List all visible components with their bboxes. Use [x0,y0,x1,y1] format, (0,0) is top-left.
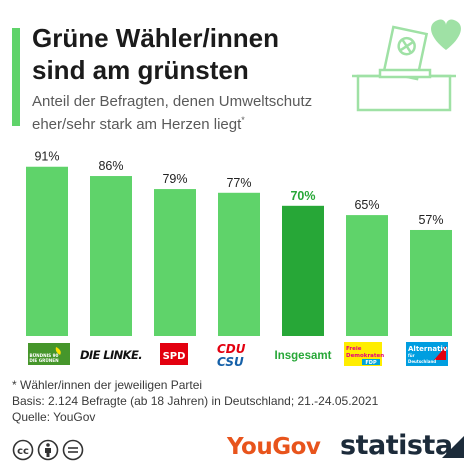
bar-1 [26,166,68,336]
bar-7 [410,229,452,336]
logo-gruene-line-2: DIE GRÜNEN [29,358,59,363]
attribution-icon [37,439,59,461]
cc-icon: cc [12,439,34,461]
footnote: * Wähler/innen der jeweiligen Partei Bas… [12,377,452,425]
heart-icon [431,19,461,50]
bar-value-label-6: 65% [354,198,379,212]
license-icons: cc [12,439,84,461]
chart-title: Grüne Wähler/innen sind am grünsten [32,22,332,86]
logo-fdp-line-2: Demokraten [346,353,384,359]
footnote-source: Quelle: YouGov [12,410,96,424]
logo-gruene: BÜNDNIS 90 DIE GRÜNEN [28,343,70,365]
logo-afd-line-3: Deutschland [408,359,436,364]
footnote-note: * Wähler/innen der jeweiligen Partei [12,378,203,392]
svg-text:cc: cc [17,446,29,457]
bar-value-label-3: 79% [162,172,187,186]
bar-value-label-2: 86% [98,159,123,173]
title-accent-bar [12,28,20,126]
chart-subtitle: Anteil der Befragten, denen Umweltschutz… [32,92,362,134]
logo-fdp-line-1: Freie [346,346,362,352]
chart-title-line-1: Grüne Wähler/innen [32,23,280,53]
bar-value-label-7: 57% [418,213,443,227]
ballot-box-illustration [352,19,461,112]
logo-csu-text: CSU [217,355,244,369]
logo-gruene-line-1: BÜNDNIS 90 [30,353,59,358]
bar-5 [282,205,324,336]
bar-value-label-1: 91% [34,150,59,164]
statista-mark-icon [442,436,464,458]
bar-4 [218,192,260,336]
bar-6 [346,215,388,336]
logo-fdp-line-3: FDP [365,360,377,366]
bar-2 [90,176,132,336]
bar-value-label-4: 77% [226,176,251,190]
logo-fdp: Freie Demokraten FDP [344,342,384,366]
bars-layer: 91% 86% 79% 77% 70% 65% 57% [26,150,452,336]
logo-insgesamt: Insgesamt [275,350,332,362]
logo-afd-line-1: Alternative [408,345,452,353]
chart-subtitle-line-1: Anteil der Befragten, denen Umweltschutz [32,93,313,110]
ballot-box-icon [352,25,456,112]
no-derivatives-icon [62,439,84,461]
logo-afd-line-2: für [408,353,415,358]
logo-cdu-text: CDU [217,342,246,356]
chart-subtitle-line-2: eher/sehr stark am Herzen liegt [32,116,242,133]
yougov-logo: YouGov [227,434,321,460]
logo-linke: DIE LINKE. [80,348,142,362]
bar-value-label-5: 70% [290,189,315,203]
footnote-basis: Basis: 2.124 Befragte (ab 18 Jahren) in … [12,394,379,408]
statista-logo: statista [340,430,453,461]
logo-afd: Alternative für Deutschland [406,342,452,366]
chart-title-line-2: sind am grünsten [32,55,249,85]
party-logos-layer: BÜNDNIS 90 DIE GRÜNEN DIE LINKE. SPD CDU… [28,342,452,369]
logo-spd: SPD [160,343,188,365]
logo-spd-text: SPD [163,351,186,362]
chart-subtitle-mark: * [241,115,245,125]
logo-cdu-csu: CDU CSU [217,342,246,369]
bar-3 [154,189,196,336]
